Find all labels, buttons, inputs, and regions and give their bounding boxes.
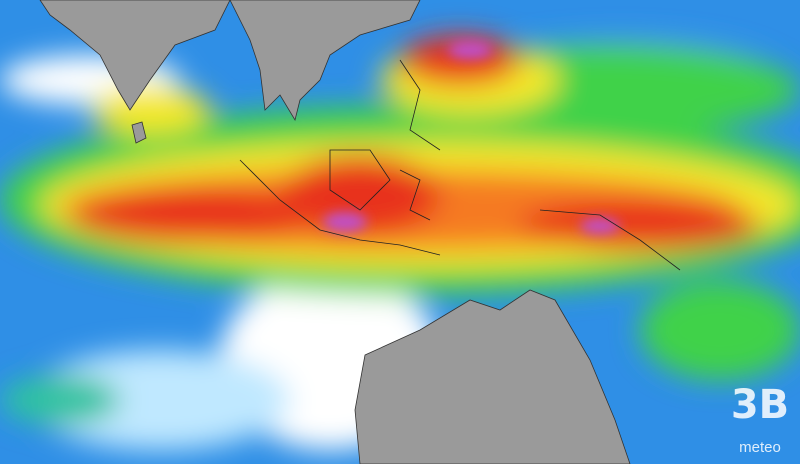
yellow-zone — [90, 85, 210, 135]
coastline — [239, 159, 441, 256]
precipitation-field — [0, 35, 800, 450]
green-zone — [640, 280, 800, 380]
intense-core — [323, 212, 367, 232]
light-zone — [30, 350, 290, 450]
island-outlines — [239, 59, 681, 271]
coastline — [329, 149, 391, 211]
coastline — [539, 209, 681, 271]
coastline — [399, 59, 441, 151]
intense-cores — [323, 41, 620, 234]
intense-core — [448, 41, 492, 59]
southeast-asia — [229, 0, 421, 122]
red-zone — [520, 200, 760, 250]
logo-brand: 3B — [731, 382, 789, 428]
logo: 3B meteo — [731, 382, 789, 456]
red-zone — [70, 187, 310, 243]
india — [39, 0, 231, 111]
red-zone — [280, 155, 440, 235]
intense-core — [580, 218, 620, 234]
sri-lanka — [131, 121, 147, 144]
logo-name: meteo — [739, 439, 781, 456]
coastline — [399, 169, 431, 221]
green-zone — [0, 375, 120, 425]
land — [39, 0, 631, 464]
australia — [354, 289, 631, 464]
